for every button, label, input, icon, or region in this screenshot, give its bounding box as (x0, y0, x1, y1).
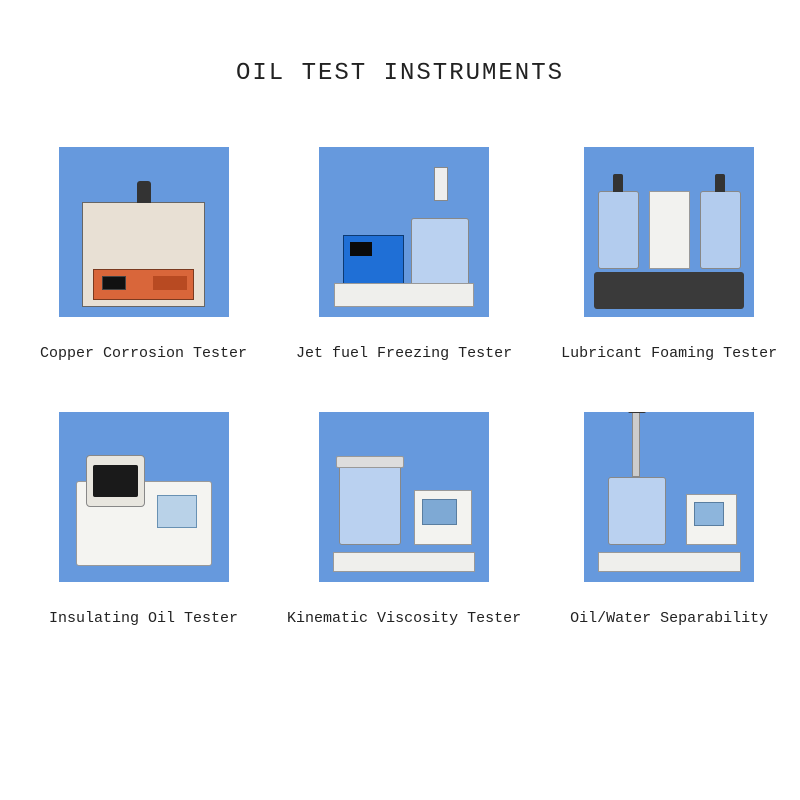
instrument-kin-console (414, 490, 472, 544)
page-title: OIL TEST INSTRUMENTS (30, 60, 770, 87)
instrument-kin-bath (339, 463, 400, 545)
stirrer-icon (632, 412, 640, 477)
product-label: Kinematic Viscosity Tester (287, 610, 521, 627)
page-container: OIL TEST INSTRUMENTS Copper Corrosion Te… (0, 0, 800, 800)
product-label: Lubricant Foaming Tester (561, 345, 777, 362)
product-thumb-insul (59, 412, 229, 582)
instrument-sep-bath (608, 477, 666, 545)
instrument-kin-base (333, 552, 476, 572)
product-card-kin[interactable]: Kinematic Viscosity Tester (287, 412, 521, 627)
product-thumb-foam (584, 147, 754, 317)
instrument-insul-body (76, 481, 212, 566)
product-card-foam[interactable]: Lubricant Foaming Tester (561, 147, 777, 362)
instrument-jet-base (334, 283, 473, 307)
readout-icon (102, 276, 126, 290)
instrument-sep-console (686, 494, 737, 545)
instrument-jet-bath (411, 218, 469, 293)
instrument-copper-panel (93, 269, 194, 300)
product-card-copper[interactable]: Copper Corrosion Tester (40, 147, 247, 362)
screen-icon (157, 495, 197, 528)
product-thumb-jet (319, 147, 489, 317)
instrument-copper-body (82, 202, 204, 307)
cylinder-icon (598, 191, 639, 269)
product-label: Oil/Water Separability (570, 610, 768, 627)
product-label: Jet fuel Freezing Tester (296, 345, 512, 362)
product-thumb-sep (584, 412, 754, 582)
stirrer-icon (434, 167, 448, 201)
product-label: Insulating Oil Tester (49, 610, 238, 627)
product-thumb-copper (59, 147, 229, 317)
cylinder-icon (700, 191, 741, 269)
product-card-jet[interactable]: Jet fuel Freezing Tester (287, 147, 521, 362)
product-grid: Copper Corrosion Tester Jet fuel Freezin… (30, 147, 770, 627)
product-label: Copper Corrosion Tester (40, 345, 247, 362)
product-card-sep[interactable]: Oil/Water Separability (561, 412, 777, 627)
instrument-foam-base (594, 272, 744, 309)
buttons-icon (153, 276, 187, 290)
instrument-foam-panel (649, 191, 690, 269)
instrument-sep-base (598, 552, 741, 572)
product-thumb-kin (319, 412, 489, 582)
chamber-icon (86, 455, 145, 506)
product-card-insul[interactable]: Insulating Oil Tester (40, 412, 247, 627)
